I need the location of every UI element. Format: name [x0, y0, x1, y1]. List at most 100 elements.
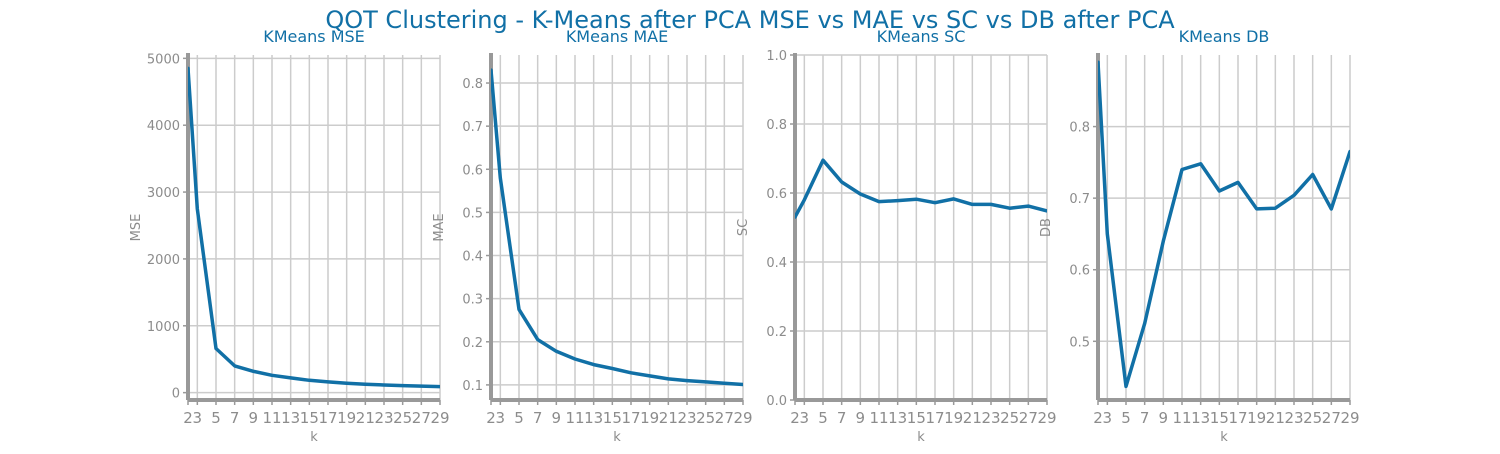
x-tick-label: 29 [430, 409, 449, 427]
y-tick-label: 1000 [147, 320, 180, 335]
y-tick-label: 0 [172, 387, 180, 402]
x-axis-label: k [917, 430, 925, 445]
series-line [1098, 60, 1350, 389]
x-tick-label: 17 [318, 409, 337, 427]
x-tick-label: 9 [249, 409, 259, 427]
y-axis-label: MSE [129, 214, 144, 242]
y-tick-label: 3000 [147, 186, 180, 201]
x-tick-label: 21 [356, 409, 375, 427]
y-tick-label: 0.6 [1069, 264, 1090, 279]
x-tick-label: 5 [1121, 409, 1131, 427]
y-tick-label: 0.8 [766, 118, 787, 133]
y-tick-label: 4000 [147, 119, 180, 134]
x-tick-label: 23 [374, 409, 393, 427]
x-tick-label: 21 [1266, 409, 1285, 427]
x-tick-label: 25 [393, 409, 412, 427]
subplot-title: KMeans MSE [263, 27, 365, 46]
y-tick-label: 1.0 [766, 49, 787, 64]
x-tick-label: 5 [514, 409, 524, 427]
x-tick-label: 9 [1159, 409, 1169, 427]
x-tick-label: 9 [856, 409, 866, 427]
x-tick-label: 2 [183, 409, 193, 427]
x-tick-label: 19 [944, 409, 963, 427]
subplot-title: KMeans MAE [566, 27, 668, 46]
series-line [491, 68, 743, 387]
y-axis-label: MAE [432, 213, 447, 241]
x-axis-label: k [1220, 430, 1228, 445]
x-tick-label: 25 [1303, 409, 1322, 427]
y-tick-label: 0.6 [462, 163, 483, 178]
x-tick-label: 7 [230, 409, 240, 427]
x-tick-label: 11 [1172, 409, 1191, 427]
x-tick-label: 15 [300, 409, 319, 427]
y-tick-label: 0.4 [462, 250, 483, 265]
x-tick-label: 2 [1093, 409, 1103, 427]
subplot-4: 0.50.60.70.82 3 5 7 9 11 13 15 17 19 21 23 25 27 29KMe… [1039, 27, 1360, 445]
x-tick-label: 11 [565, 409, 584, 427]
x-tick-label: 19 [640, 409, 659, 427]
y-axis-label: DB [1039, 218, 1054, 237]
x-tick-label: 17 [621, 409, 640, 427]
x-tick-label: 17 [1228, 409, 1247, 427]
x-tick-label: 3 [193, 409, 203, 427]
x-tick-label: 27 [412, 409, 431, 427]
x-tick-label: 13 [281, 409, 300, 427]
x-axis-label: k [613, 430, 621, 445]
y-tick-label: 0.2 [462, 336, 483, 351]
subplot-2: 0.10.20.30.40.50.60.70.82 3 5 7 9 11 13 15 17 19 2… [432, 27, 753, 445]
y-tick-label: 0.0 [766, 394, 787, 409]
y-tick-label: 0.8 [1069, 121, 1090, 136]
figure-title: QOT Clustering - K-Means after PCA MSE v… [325, 6, 1175, 34]
x-tick-label: 21 [659, 409, 678, 427]
x-tick-label: 17 [925, 409, 944, 427]
x-tick-label: 29 [733, 409, 752, 427]
x-tick-label: 3 [800, 409, 810, 427]
x-tick-label: 9 [552, 409, 562, 427]
x-tick-label: 5 [211, 409, 221, 427]
x-tick-label: 7 [533, 409, 543, 427]
y-tick-label: 0.6 [766, 187, 787, 202]
subplot-title: KMeans DB [1179, 27, 1270, 46]
x-tick-label: 27 [1019, 409, 1038, 427]
series-line [795, 158, 1047, 219]
subplot-3: 0.00.20.40.60.81.02 3 5 7 9 11 13 15 17 19 21 23 25 2… [736, 27, 1057, 445]
y-tick-label: 5000 [147, 52, 180, 67]
x-tick-label: 15 [907, 409, 926, 427]
x-tick-label: 27 [715, 409, 734, 427]
x-tick-label: 13 [584, 409, 603, 427]
x-tick-label: 3 [496, 409, 506, 427]
x-tick-label: 25 [696, 409, 715, 427]
x-tick-label: 23 [677, 409, 696, 427]
x-tick-label: 2 [486, 409, 496, 427]
subplot-title: KMeans SC [877, 27, 966, 46]
series-line [188, 66, 440, 389]
y-tick-label: 2000 [147, 253, 180, 268]
x-tick-label: 11 [262, 409, 281, 427]
x-tick-label: 23 [1284, 409, 1303, 427]
x-tick-label: 29 [1037, 409, 1056, 427]
x-tick-label: 2 [790, 409, 800, 427]
y-tick-label: 0.5 [462, 206, 483, 221]
x-tick-label: 7 [1140, 409, 1150, 427]
x-tick-label: 5 [818, 409, 828, 427]
y-tick-label: 0.7 [462, 120, 483, 135]
x-tick-label: 15 [1210, 409, 1229, 427]
x-tick-label: 13 [888, 409, 907, 427]
x-tick-label: 27 [1322, 409, 1341, 427]
x-tick-label: 3 [1103, 409, 1113, 427]
x-tick-label: 23 [981, 409, 1000, 427]
y-tick-label: 0.1 [462, 379, 483, 394]
y-tick-label: 0.8 [462, 77, 483, 92]
y-tick-label: 0.7 [1069, 192, 1090, 207]
y-axis-label: SC [736, 219, 751, 236]
y-tick-label: 0.5 [1069, 335, 1090, 350]
x-tick-label: 7 [837, 409, 847, 427]
x-tick-label: 13 [1191, 409, 1210, 427]
x-tick-label: 21 [963, 409, 982, 427]
x-tick-label: 29 [1340, 409, 1359, 427]
y-tick-label: 0.2 [766, 325, 787, 340]
x-axis-label: k [310, 430, 318, 445]
